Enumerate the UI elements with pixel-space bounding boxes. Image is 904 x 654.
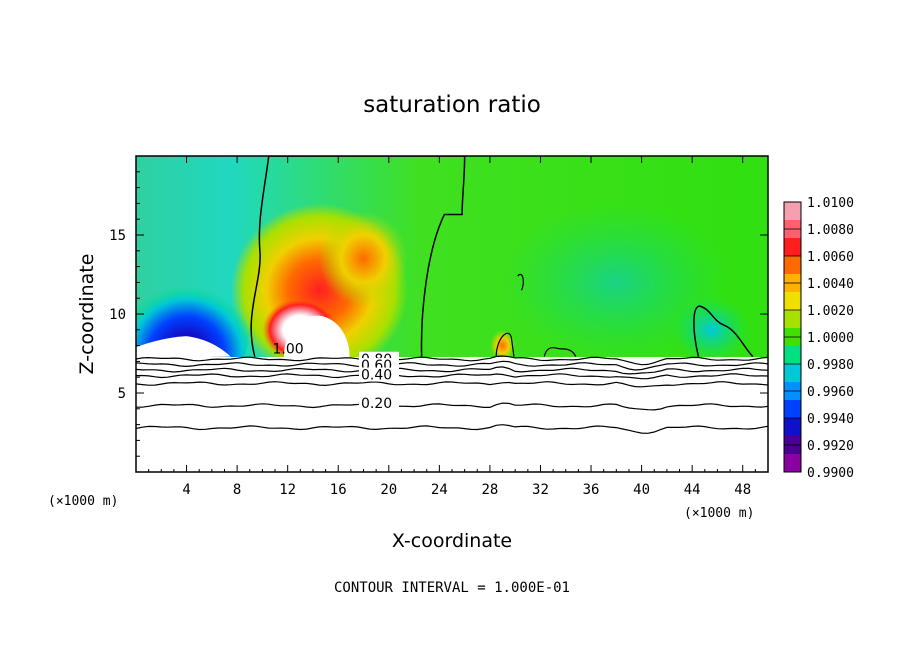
colorbar-swatch [784, 256, 801, 275]
colorbar-swatch [784, 454, 801, 473]
colorbar-swatch [784, 364, 801, 383]
y-tick-label: 10 [109, 307, 126, 323]
contour-label: 0.20 [361, 396, 392, 412]
colorbar-label: 1.0060 [807, 250, 854, 265]
colorbar-label: 0.9980 [807, 358, 854, 373]
contour-lines: 1.000.800.600.400.20 [136, 156, 768, 434]
field-blob-cool [502, 203, 731, 362]
contour-line [136, 424, 768, 434]
colorbar-swatch [784, 202, 801, 221]
field-blob-surface-left [136, 336, 231, 359]
colorbar-label: 0.9900 [807, 466, 854, 481]
colorbar-swatch [784, 418, 801, 437]
x-tick-label: 40 [633, 482, 650, 498]
contour-line [136, 402, 768, 411]
field-blob [319, 211, 408, 307]
contour-interval-note: CONTOUR INTERVAL = 1.000E-01 [334, 580, 570, 596]
chart-title: saturation ratio [363, 92, 541, 118]
colorbar-label: 0.9940 [807, 412, 854, 427]
colorbar-label: 1.0080 [807, 223, 854, 238]
colorbar-swatch [784, 400, 801, 419]
x-tick-label: 24 [431, 482, 448, 498]
x-unit-label-left: (×1000 m) [48, 494, 118, 509]
x-axis-label: X-coordinate [392, 530, 512, 552]
colorbar-label: 1.0040 [807, 277, 854, 292]
contour-label-bg [358, 396, 399, 411]
x-tick-label: 16 [330, 482, 347, 498]
colorbar-swatch [784, 292, 801, 311]
colorbar: 1.0100 1.0080 1.0060 1.0040 1.0020 1.0000 0.99… [783, 196, 854, 481]
plot-area: 1.000.800.600.400.20 [136, 156, 768, 472]
contour-line-1.00 [693, 305, 754, 358]
colorbar-swatch [784, 238, 801, 257]
colorbar-swatch [784, 346, 801, 365]
y-axis-label: Z-coordinate [76, 254, 98, 375]
x-tick-label: 32 [532, 482, 549, 498]
colorbar-swatch [784, 310, 801, 329]
x-tick-label: 12 [279, 482, 296, 498]
contour-line-1.00 [517, 273, 524, 291]
contour-line [136, 360, 768, 371]
x-tick-label: 4 [182, 482, 190, 498]
contour-line [136, 366, 768, 375]
contour-label: 0.40 [361, 368, 392, 384]
contour-line-1.00 [250, 156, 466, 357]
colorbar-label: 0.9960 [807, 385, 854, 400]
colorbar-label: 1.0000 [807, 331, 854, 346]
y-tick-label: 5 [118, 386, 126, 402]
contour-line [136, 355, 768, 366]
contour-line-1.00 [495, 332, 515, 357]
colorbar-label: 1.0100 [807, 196, 854, 211]
contour-label: 1.00 [273, 342, 304, 358]
x-tick-label: 36 [583, 482, 600, 498]
y-tick-label: 15 [109, 228, 126, 244]
x-tick-label: 44 [684, 482, 701, 498]
contour-line [136, 373, 768, 380]
x-unit-label-right: (×1000 m) [684, 506, 754, 521]
contour-label-bg [358, 367, 399, 382]
x-tick-label: 8 [233, 482, 241, 498]
colorbar-label: 1.0020 [807, 304, 854, 319]
colorbar-label: 0.9920 [807, 439, 854, 454]
field-blob [673, 298, 750, 362]
x-tick-label: 20 [380, 482, 397, 498]
contour-line-1.00 [543, 347, 577, 357]
x-tick-label: 28 [481, 482, 498, 498]
contour-line [136, 381, 768, 388]
x-tick-label: 48 [734, 482, 751, 498]
